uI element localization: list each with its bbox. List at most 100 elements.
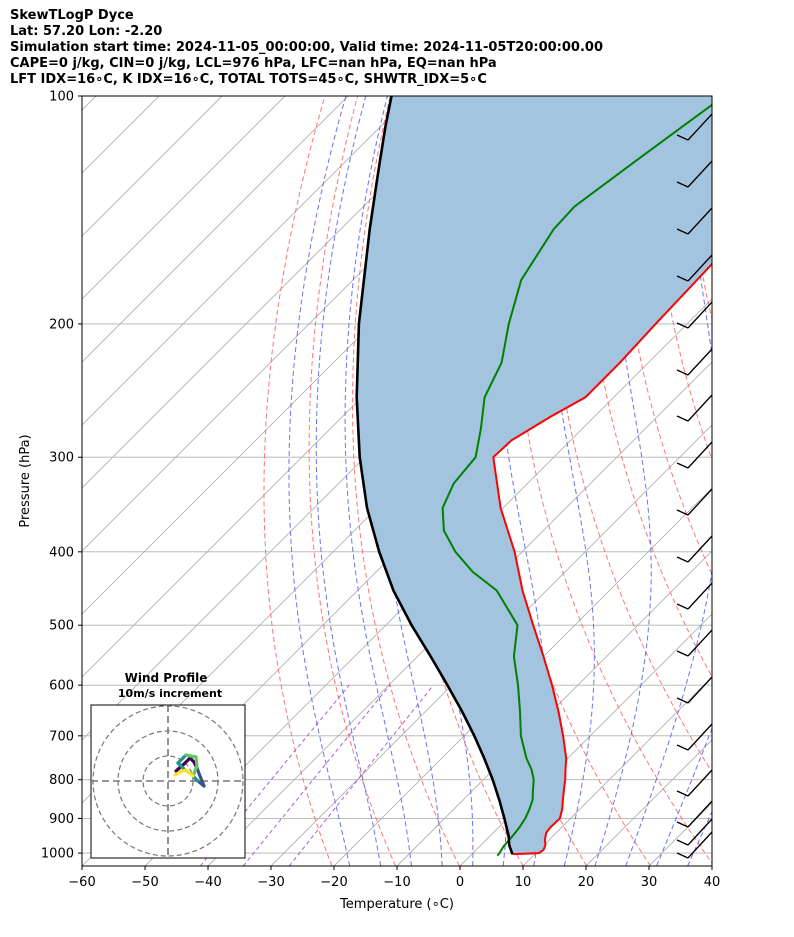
wind-barb-flag xyxy=(676,462,689,469)
x-tick-label: 40 xyxy=(704,875,721,890)
moist-adiabat-line xyxy=(625,96,712,866)
simulation-time-line: Simulation start time: 2024-11-05_00:00:… xyxy=(10,40,603,55)
x-tick-label: −20 xyxy=(320,875,347,890)
y-tick-label: 400 xyxy=(49,545,74,560)
y-tick-label: 300 xyxy=(49,451,74,466)
y-tick-label: 100 xyxy=(49,90,74,105)
hodograph-trace-segment xyxy=(176,753,188,765)
x-tick-label: 30 xyxy=(641,875,658,890)
wind-barb-flag xyxy=(676,650,689,657)
wind-barb-staff xyxy=(687,831,713,859)
wind-barb-flag xyxy=(676,744,689,751)
wind-barb-flag xyxy=(676,275,689,282)
isotherm-line xyxy=(82,96,475,489)
x-tick-label: −60 xyxy=(68,875,95,890)
isotherm-line xyxy=(82,96,349,363)
wind-barb-staff xyxy=(687,160,713,188)
wind-barb-staff xyxy=(687,676,713,704)
wind-barb-staff xyxy=(687,301,713,329)
wind-barb-flag xyxy=(676,603,689,610)
isotherm-line xyxy=(144,298,712,866)
wind-barb-staff xyxy=(687,629,713,657)
isotherm-line xyxy=(82,96,286,300)
hodograph-trace-segment xyxy=(173,770,182,777)
wind-barb xyxy=(676,723,713,751)
wind-barb-staff xyxy=(687,488,713,516)
station-title: SkewTLogP Dyce xyxy=(10,8,134,23)
dry-adiabat-line xyxy=(717,96,794,866)
hodograph-trace-segment xyxy=(174,762,186,773)
wind-barb xyxy=(676,582,713,610)
wind-barbs xyxy=(676,113,713,859)
wind-profile-hodograph: Wind Profile 10m/s increment xyxy=(90,671,246,859)
wind-barb xyxy=(676,629,713,657)
x-tick-label: 20 xyxy=(578,875,595,890)
y-tick-label: 700 xyxy=(49,729,74,744)
wind-barb-flag xyxy=(676,415,689,422)
wind-barb-flag xyxy=(676,790,689,797)
isotherm-line xyxy=(711,865,712,866)
y-tick-label: 1000 xyxy=(41,847,74,862)
dry-adiabat-line xyxy=(650,96,712,462)
wind-barb xyxy=(676,831,713,859)
y-tick-label: 500 xyxy=(49,619,74,634)
wind-barb-flag xyxy=(676,509,689,516)
wind-barb-flag xyxy=(676,697,689,704)
wind-barb-flag xyxy=(676,181,689,188)
x-tick-label: −30 xyxy=(257,875,284,890)
moist-adiabat-line xyxy=(719,96,794,866)
cin-shaded-area xyxy=(356,96,712,855)
hodograph-plot xyxy=(91,705,245,858)
wind-barb-staff xyxy=(687,441,713,469)
wind-barb xyxy=(676,348,713,376)
wind-barb xyxy=(676,800,713,828)
wind-barb-staff xyxy=(687,254,713,282)
wind-barb-flag xyxy=(676,821,689,828)
isotherm-line xyxy=(82,96,223,237)
isotherm-line xyxy=(207,361,712,866)
wind-barb xyxy=(676,488,713,516)
convective-params-line: CAPE=0 j/kg, CIN=0 j/kg, LCL=976 hPa, LF… xyxy=(10,56,497,71)
wind-barb-flag xyxy=(676,134,689,141)
isotherm-line xyxy=(522,676,712,866)
isotherm-line xyxy=(270,424,712,866)
isotherm-line xyxy=(82,96,412,426)
y-axis-label: Pressure (hPa) xyxy=(18,434,33,527)
wind-barb xyxy=(676,394,713,422)
wind-barb-staff xyxy=(687,348,713,376)
profile-lines xyxy=(355,96,712,857)
dewpoint-line xyxy=(441,103,712,857)
wind-barb-staff xyxy=(687,535,713,563)
moist-adiabat-line xyxy=(315,96,382,866)
wind-barb-staff xyxy=(687,582,713,610)
x-tick-label: −10 xyxy=(383,875,410,890)
wind-barb-flag xyxy=(676,228,689,235)
moist-adiabat-line xyxy=(288,96,351,866)
wind-barb-staff xyxy=(687,818,713,846)
wind-barb-flag xyxy=(676,556,689,563)
mixing-ratio-line xyxy=(288,684,434,866)
y-tick-label: 900 xyxy=(49,812,74,827)
dry-adiabat-line xyxy=(547,96,712,773)
wind-barb xyxy=(676,535,713,563)
x-axis-label: Temperature (∘C) xyxy=(339,897,454,912)
wind-barb-staff xyxy=(687,207,713,235)
wind-barb-staff xyxy=(687,394,713,422)
x-tick-label: 10 xyxy=(515,875,532,890)
dry-adiabat-line xyxy=(782,96,794,866)
wind-barb xyxy=(676,254,713,282)
wind-barb xyxy=(676,676,713,704)
temperature-line xyxy=(492,262,712,856)
y-tick-label: 200 xyxy=(49,317,74,332)
wind-barb xyxy=(676,769,713,797)
x-tick-label: 0 xyxy=(456,875,464,890)
isotherm-line xyxy=(333,487,712,866)
isotherm-line xyxy=(775,96,794,866)
wind-barb xyxy=(676,113,713,141)
wind-barb-staff xyxy=(687,113,713,141)
x-tick-label: −50 xyxy=(131,875,158,890)
moist-adiabat-line xyxy=(656,727,712,866)
wind-barb-flag xyxy=(676,852,689,859)
wind-barb xyxy=(676,207,713,235)
